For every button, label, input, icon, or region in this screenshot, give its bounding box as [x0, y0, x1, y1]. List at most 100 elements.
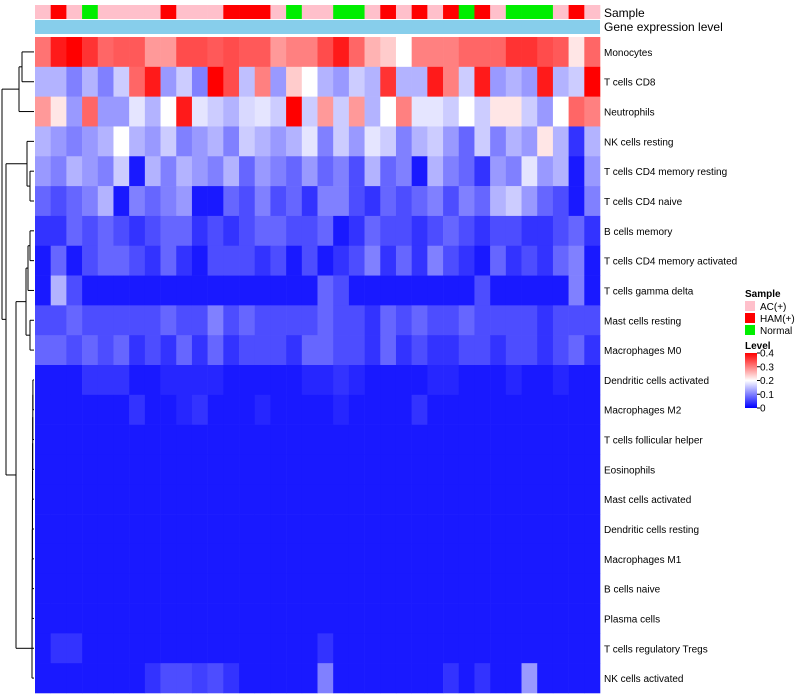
- heatmap-cell: [380, 633, 397, 664]
- heatmap-cell: [348, 186, 365, 217]
- heatmap-cell: [239, 633, 256, 664]
- heatmap-cell: [176, 603, 193, 634]
- heatmap-cell: [427, 37, 444, 68]
- heatmap-cell: [176, 96, 193, 127]
- heatmap-cell: [66, 365, 83, 396]
- heatmap-cell: [505, 603, 522, 634]
- heatmap-cell: [254, 484, 271, 515]
- heatmap-cell: [427, 603, 444, 634]
- heatmap-cell: [568, 186, 585, 217]
- heatmap-cell: [144, 603, 161, 634]
- heatmap-cell: [380, 215, 397, 247]
- heatmap-cell: [129, 514, 146, 545]
- heatmap-cell: [443, 275, 460, 306]
- heatmap-cell: [427, 663, 444, 694]
- heatmap-cell: [333, 37, 350, 68]
- heatmap-cell: [176, 454, 193, 485]
- heatmap-cell: [113, 305, 130, 336]
- heatmap-cell: [348, 275, 365, 306]
- heatmap-cell: [254, 514, 271, 545]
- heatmap-cell: [176, 126, 193, 157]
- heatmap-cell: [348, 365, 365, 396]
- heatmap-cell: [66, 484, 83, 515]
- heatmap-cell: [129, 663, 146, 694]
- heatmap-cell: [50, 543, 67, 575]
- heatmap-cell: [82, 215, 99, 247]
- heatmap-cell: [490, 603, 507, 634]
- heatmap-cell: [521, 245, 538, 276]
- heatmap-cell: [552, 454, 569, 485]
- heatmap-cell: [286, 215, 303, 247]
- heatmap-cell: [348, 96, 365, 127]
- sample-legend: Sample AC(+) HAM(+) Normal: [745, 289, 795, 337]
- heatmap-cell: [443, 186, 460, 217]
- heatmap-cell: [458, 305, 475, 336]
- heatmap-cell: [584, 126, 601, 157]
- heatmap-cell: [113, 245, 130, 276]
- heatmap-cell: [443, 156, 460, 187]
- heatmap-cell: [443, 96, 460, 127]
- heatmap-cell: [191, 663, 208, 694]
- heatmap-cell: [176, 573, 193, 604]
- sample-annotation-cell: [395, 5, 412, 19]
- heatmap-cell: [568, 96, 585, 127]
- heatmap-cell: [348, 37, 365, 68]
- heatmap-cell: [301, 633, 318, 664]
- heatmap-cell: [333, 454, 350, 485]
- heatmap-cell: [35, 96, 51, 127]
- heatmap-cell: [380, 186, 397, 217]
- heatmap-cell: [270, 275, 287, 306]
- heatmap-cell: [97, 126, 114, 157]
- heatmap-cell: [333, 514, 350, 545]
- heatmap-cell: [584, 96, 601, 127]
- heatmap-cell: [584, 394, 601, 425]
- heatmap-cell: [537, 37, 554, 68]
- heatmap-cell: [552, 514, 569, 545]
- heatmap-cell: [160, 663, 177, 694]
- heatmap-cell: [160, 215, 177, 247]
- heatmap-cell: [364, 424, 381, 455]
- heatmap-cell: [301, 543, 318, 575]
- heatmap-cell: [443, 335, 460, 366]
- heatmap-cell: [254, 454, 271, 485]
- heatmap-cell: [50, 275, 67, 306]
- heatmap-cell: [443, 245, 460, 276]
- heatmap-cell: [490, 186, 507, 217]
- heatmap-cell: [474, 484, 491, 515]
- heatmap-cell: [176, 215, 193, 247]
- heatmap-cell: [568, 394, 585, 425]
- heatmap-cell: [113, 394, 130, 425]
- heatmap-cell: [458, 215, 475, 247]
- heatmap-cell: [82, 663, 99, 694]
- heatmap-cell: [348, 484, 365, 515]
- heatmap-cell: [191, 394, 208, 425]
- heatmap-cell: [380, 37, 397, 68]
- heatmap-cell: [552, 424, 569, 455]
- heatmap-cell: [301, 454, 318, 485]
- heatmap-cell: [411, 335, 428, 366]
- heatmap-cell: [364, 126, 381, 157]
- heatmap-cell: [317, 365, 334, 396]
- heatmap-cell: [66, 245, 83, 276]
- heatmap-cell: [113, 186, 130, 217]
- heatmap-cell: [191, 245, 208, 276]
- heatmap-cell: [411, 96, 428, 127]
- row-label: Dendritic cells activated: [604, 376, 709, 387]
- heatmap-cell: [443, 37, 460, 68]
- heatmap-cell: [82, 305, 99, 336]
- heatmap-cell: [474, 126, 491, 157]
- heatmap-cell: [427, 514, 444, 545]
- sample-annotation-cell: [458, 5, 475, 19]
- heatmap-cell: [160, 335, 177, 366]
- heatmap-cell: [490, 663, 507, 694]
- heatmap-cell: [207, 573, 224, 604]
- heatmap-cell: [537, 633, 554, 664]
- heatmap-cell: [50, 573, 67, 604]
- sample-annotation-cell: [66, 5, 83, 19]
- heatmap-cell: [521, 156, 538, 187]
- row-label: Mast cells activated: [604, 495, 691, 506]
- heatmap-cell: [458, 454, 475, 485]
- heatmap-cell: [176, 186, 193, 217]
- heatmap-cell: [333, 663, 350, 694]
- heatmap-cell: [113, 454, 130, 485]
